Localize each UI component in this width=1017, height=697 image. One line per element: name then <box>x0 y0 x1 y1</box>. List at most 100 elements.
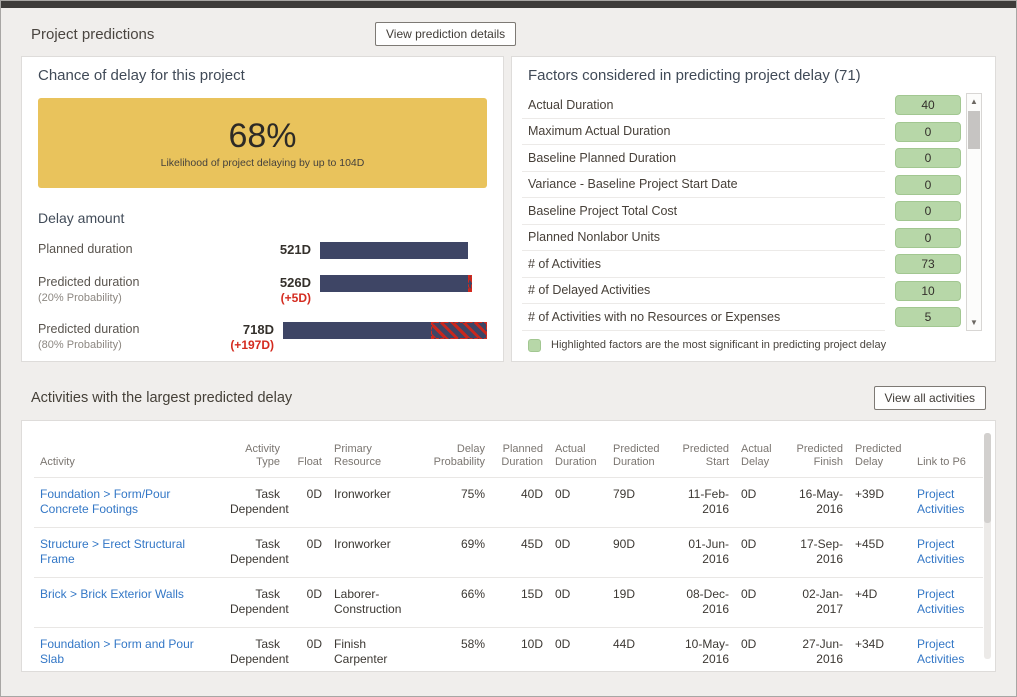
link-to-p6[interactable]: Project Activities <box>917 637 965 666</box>
delay-bar-track <box>315 275 487 292</box>
activity-link[interactable]: Brick > Brick Exterior Walls <box>40 587 184 601</box>
table-cell: 66% <box>423 577 491 628</box>
factor-row: # of Activities with no Resources or Exp… <box>522 304 961 331</box>
table-cell: 0D <box>549 527 607 578</box>
factor-label: Maximum Actual Duration <box>522 119 885 145</box>
factor-row: Baseline Project Total Cost 0 <box>522 198 961 225</box>
activity-link[interactable]: Foundation > Form and Pour Slab <box>40 637 194 666</box>
delay-bar-value: 526D (+5D) <box>250 275 315 306</box>
factor-label: Baseline Planned Duration <box>522 145 885 172</box>
link-to-p6[interactable]: Project Activities <box>917 537 965 566</box>
factors-scrollbar[interactable]: ▲ ▼ <box>966 93 982 331</box>
delay-bar-label: Predicted duration (20% Probability) <box>38 275 250 306</box>
table-cell: 0D <box>286 527 328 578</box>
table-cell: 79D <box>607 477 671 528</box>
table-row: Brick > Brick Exterior Walls Task Depende… <box>34 577 983 628</box>
likelihood-caption: Likelihood of project delaying by up to … <box>160 156 365 169</box>
table-cell: 0D <box>549 477 607 528</box>
table-cell: 90D <box>607 527 671 578</box>
table-cell: 0D <box>549 627 607 677</box>
activities-table: Activity Activity Type Float Primary Resour… <box>34 433 983 677</box>
delay-bar-value: 718D (+197D) <box>221 322 278 353</box>
column-header-activity: Activity <box>40 456 75 468</box>
table-cell: Ironworker <box>328 527 423 578</box>
view-prediction-details-button[interactable]: View prediction details <box>375 22 517 46</box>
column-header-predicted-start: Predicted Start <box>682 443 729 468</box>
table-cell: Finish Carpenter <box>328 627 423 677</box>
delay-bar-row: Planned duration 521D <box>38 242 487 259</box>
column-header-predicted-duration: Predicted Duration <box>613 443 660 468</box>
chance-panel-title: Chance of delay for this project <box>38 67 245 84</box>
delay-bar-planned-segment <box>320 275 468 292</box>
delay-bar-value: 521D <box>250 242 315 258</box>
table-header-row: Activity Activity Type Float Primary Resour… <box>34 433 983 478</box>
delay-bar-row: Predicted duration (80% Probability) 718… <box>38 322 487 353</box>
likelihood-highlight-box: 68% Likelihood of project delaying by up… <box>38 98 487 188</box>
table-scrollbar-thumb[interactable] <box>984 433 991 523</box>
table-cell: +45D <box>849 527 911 578</box>
factor-label: # of Activities <box>522 251 885 278</box>
link-cell: Project Activities <box>911 577 983 628</box>
delay-bar-sublabel: (80% Probability) <box>38 339 122 351</box>
factor-value-chip: 5 <box>895 307 961 328</box>
window-top-edge <box>1 1 1016 8</box>
factor-value-chip: 10 <box>895 280 961 301</box>
chance-of-delay-panel: Chance of delay for this project 68% Lik… <box>21 56 504 362</box>
factor-label: # of Delayed Activities <box>522 278 885 304</box>
table-cell: 01-Jun-2016 <box>671 527 735 578</box>
column-header-float: Float <box>297 456 322 468</box>
table-cell: 16-May-2016 <box>785 477 849 528</box>
column-header-primary-resource: Primary Resource <box>334 443 382 468</box>
view-all-activities-button[interactable]: View all activities <box>873 386 986 410</box>
table-cell: 0D <box>735 477 785 528</box>
table-row: Foundation > Form/Pour Concrete Footings… <box>34 477 983 528</box>
factors-legend-text: Highlighted factors are the most signifi… <box>551 339 887 351</box>
delay-bar-delta: (+197D) <box>230 338 274 352</box>
activity-link[interactable]: Structure > Erect Structural Frame <box>40 537 186 566</box>
likelihood-percentage: 68% <box>228 116 297 155</box>
table-cell: 69% <box>423 527 491 578</box>
link-cell: Project Activities <box>911 477 983 528</box>
delay-bar-planned-segment <box>320 242 468 259</box>
delay-bar-overrun-segment <box>468 275 472 292</box>
table-cell: Task Dependent <box>224 477 289 528</box>
table-cell: 58% <box>423 627 491 677</box>
column-header-link-to-p6: Link to P6 <box>917 456 966 468</box>
activities-section-header: Activities with the largest predicted de… <box>1 362 1016 420</box>
table-cell: 17-Sep-2016 <box>785 527 849 578</box>
delay-bar-sublabel: (20% Probability) <box>38 292 122 304</box>
factor-value-chip: 0 <box>895 174 961 195</box>
activity-link[interactable]: Foundation > Form/Pour Concrete Footings <box>40 487 171 516</box>
table-cell: Laborer-Construction <box>328 577 423 628</box>
factor-value-chip: 73 <box>895 254 961 275</box>
factor-value-chip: 40 <box>895 95 961 116</box>
table-cell: 19D <box>607 577 671 628</box>
factor-row: Variance - Baseline Project Start Date 0 <box>522 172 961 198</box>
delay-bar-delta: (+5D) <box>280 291 311 305</box>
table-cell: +39D <box>849 477 911 528</box>
delay-bar-duration: 718D <box>242 322 274 337</box>
factor-value-chip: 0 <box>895 227 961 248</box>
delay-bar-row: Predicted duration (20% Probability) 526… <box>38 275 487 306</box>
link-to-p6[interactable]: Project Activities <box>917 587 965 616</box>
scroll-up-icon[interactable]: ▲ <box>970 97 978 106</box>
table-cell: 10D <box>491 627 549 677</box>
delay-amount-title: Delay amount <box>38 210 125 226</box>
table-cell: 0D <box>286 477 328 528</box>
table-cell: 02-Jan-2017 <box>785 577 849 628</box>
column-header-delay-probability: Delay Probability <box>433 443 485 468</box>
activity-cell: Brick > Brick Exterior Walls <box>34 577 224 628</box>
table-cell: 0D <box>286 577 328 628</box>
table-row: Foundation > Form and Pour Slab Task Depe… <box>34 627 983 677</box>
delay-bar-label: Planned duration <box>38 242 250 258</box>
activity-cell: Foundation > Form and Pour Slab <box>34 627 224 677</box>
scrollbar-thumb[interactable] <box>968 111 980 149</box>
delay-bar-label: Predicted duration (80% Probability) <box>38 322 221 353</box>
table-cell: 08-Dec-2016 <box>671 577 735 628</box>
table-cell: 0D <box>286 627 328 677</box>
link-to-p6[interactable]: Project Activities <box>917 487 965 516</box>
activity-cell: Foundation > Form/Pour Concrete Footings <box>34 477 224 528</box>
scroll-down-icon[interactable]: ▼ <box>970 318 978 327</box>
table-scrollbar[interactable] <box>984 433 991 659</box>
